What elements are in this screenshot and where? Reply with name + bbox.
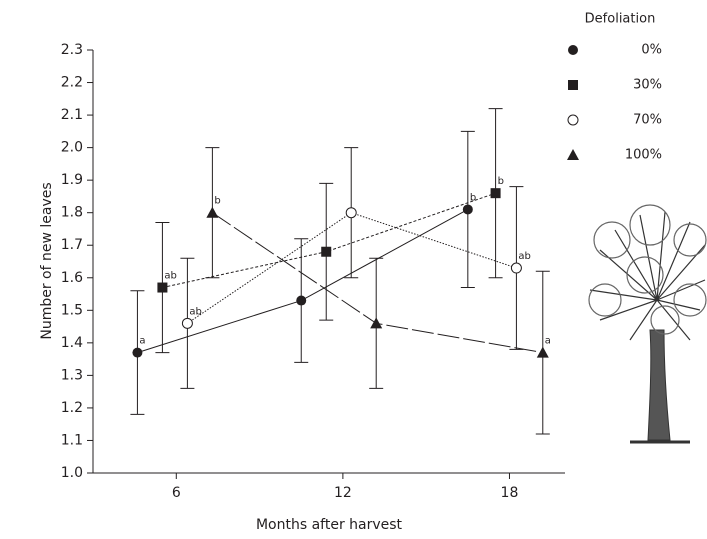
data-point [132,347,143,358]
significance-label: ab [189,306,201,317]
x-tick-label: 6 [172,485,181,501]
y-tick-label: 1.6 [61,270,83,286]
y-tick-label: 2.0 [61,140,83,156]
y-tick-label: 2.1 [61,107,83,123]
data-point [536,346,549,358]
legend-label: 30% [633,78,662,93]
legend-title: Defoliation [585,12,656,27]
y-tick-label: 1.0 [61,465,83,481]
data-point [157,282,168,293]
legend-marker [567,114,579,126]
y-tick-label: 1.8 [61,205,83,221]
significance-label: b [498,176,504,187]
legend-marker [568,80,578,90]
significance-label: ab [518,251,530,262]
y-tick-label: 1.3 [61,367,83,383]
significance-label: b [214,196,220,207]
y-axis-label: Number of new leaves [39,182,55,339]
data-point [462,204,473,215]
palm-illustration [588,204,707,444]
legend-marker [567,149,579,160]
data-point [510,262,522,274]
y-tick-label: 1.1 [61,432,83,448]
legend-label: 70% [633,113,662,128]
y-tick-label: 1.5 [61,302,83,318]
x-tick-label: 18 [501,485,519,501]
data-point [321,246,332,257]
data-point [490,188,501,199]
y-tick-label: 1.7 [61,237,83,253]
data-point [206,206,219,218]
y-tick-label: 1.2 [61,400,83,416]
y-tick-label: 1.9 [61,172,83,188]
y-tick-label: 2.2 [61,75,83,91]
data-point [181,317,193,329]
x-axis-label: Months after harvest [256,517,403,533]
data-point [370,317,383,329]
legend-label: 100% [625,148,662,163]
y-tick-label: 1.4 [61,335,83,351]
significance-label: ab [164,271,176,282]
significance-label: a [139,336,145,347]
y-tick-label: 2.3 [61,42,83,58]
significance-label: b [470,192,476,203]
data-point [345,207,357,219]
significance-label: a [545,336,551,347]
legend-label: 0% [641,43,662,58]
legend-marker [568,45,578,55]
x-tick-label: 12 [334,485,352,501]
data-point [296,295,307,306]
